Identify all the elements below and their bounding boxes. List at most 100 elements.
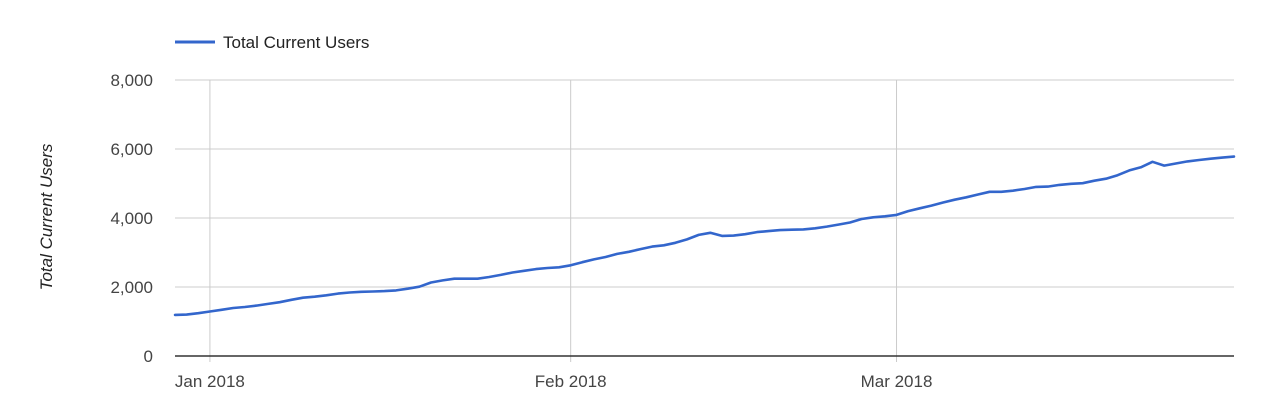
data-point[interactable] — [1195, 156, 1203, 164]
data-point[interactable] — [194, 309, 202, 317]
data-point[interactable] — [1184, 157, 1192, 165]
data-point[interactable] — [183, 311, 191, 319]
data-point[interactable] — [427, 279, 435, 287]
data-point[interactable] — [474, 275, 482, 283]
data-point[interactable] — [334, 290, 342, 298]
y-axis-title: Total Current Users — [37, 143, 56, 290]
data-point[interactable] — [1160, 162, 1168, 170]
data-point[interactable] — [1125, 166, 1133, 174]
data-point[interactable] — [951, 196, 959, 204]
data-point[interactable] — [974, 191, 982, 199]
data-point[interactable] — [415, 283, 423, 291]
series-line-total-current-users[interactable] — [175, 157, 1234, 315]
data-point[interactable] — [753, 228, 761, 236]
data-point[interactable] — [276, 298, 284, 306]
data-point[interactable] — [613, 250, 621, 258]
data-point[interactable] — [264, 300, 272, 308]
data-point[interactable] — [939, 199, 947, 207]
data-point[interactable] — [497, 271, 505, 279]
data-point[interactable] — [299, 294, 307, 302]
data-point[interactable] — [346, 289, 354, 297]
data-point[interactable] — [229, 304, 237, 312]
data-point[interactable] — [834, 221, 842, 229]
x-axis-tick-labels: Jan 2018 Feb 2018 Mar 2018 — [175, 372, 932, 391]
data-point[interactable] — [1079, 179, 1087, 187]
data-point[interactable] — [962, 193, 970, 201]
data-point[interactable] — [381, 287, 389, 295]
data-point[interactable] — [392, 286, 400, 294]
data-point[interactable] — [567, 261, 575, 269]
data-point[interactable] — [718, 232, 726, 240]
data-point[interactable] — [520, 267, 528, 275]
data-point[interactable] — [1149, 158, 1157, 166]
data-point[interactable] — [218, 306, 226, 314]
data-point[interactable] — [1102, 175, 1110, 183]
data-point[interactable] — [776, 226, 784, 234]
data-point[interactable] — [1032, 183, 1040, 191]
data-point[interactable] — [439, 276, 447, 284]
data-point[interactable] — [578, 258, 586, 266]
data-point[interactable] — [904, 207, 912, 215]
data-point[interactable] — [730, 232, 738, 240]
data-point[interactable] — [660, 241, 668, 249]
data-point[interactable] — [543, 264, 551, 272]
data-point[interactable] — [741, 230, 749, 238]
data-point[interactable] — [881, 212, 889, 220]
data-point[interactable] — [823, 223, 831, 231]
data-point[interactable] — [986, 188, 994, 196]
data-point[interactable] — [1090, 177, 1098, 185]
data-point[interactable] — [462, 275, 470, 283]
y-tick-label: 0 — [144, 347, 153, 366]
x-tick-label: Jan 2018 — [175, 372, 245, 391]
data-point[interactable] — [916, 204, 924, 212]
data-point[interactable] — [532, 265, 540, 273]
data-point[interactable] — [241, 303, 249, 311]
data-point[interactable] — [997, 188, 1005, 196]
data-point[interactable] — [450, 275, 458, 283]
data-point[interactable] — [1067, 180, 1075, 188]
data-point[interactable] — [322, 291, 330, 299]
data-point[interactable] — [357, 288, 365, 296]
data-point[interactable] — [811, 224, 819, 232]
data-point[interactable] — [509, 269, 517, 277]
data-point[interactable] — [1207, 155, 1215, 163]
data-point[interactable] — [648, 243, 656, 251]
data-point[interactable] — [1055, 181, 1063, 189]
data-point[interactable] — [858, 215, 866, 223]
data-point[interactable] — [683, 235, 691, 243]
data-point[interactable] — [1114, 171, 1122, 179]
data-point[interactable] — [625, 248, 633, 256]
data-point[interactable] — [1218, 154, 1226, 162]
data-point[interactable] — [869, 213, 877, 221]
data-point[interactable] — [706, 229, 714, 237]
data-point[interactable] — [846, 219, 854, 227]
data-point[interactable] — [788, 226, 796, 234]
data-point[interactable] — [927, 202, 935, 210]
data-point[interactable] — [637, 245, 645, 253]
data-point[interactable] — [1172, 160, 1180, 168]
data-point[interactable] — [555, 263, 563, 271]
data-point[interactable] — [206, 308, 214, 316]
data-point[interactable] — [171, 311, 179, 319]
data-point[interactable] — [253, 302, 261, 310]
data-point[interactable] — [765, 227, 773, 235]
data-point[interactable] — [799, 225, 807, 233]
data-point[interactable] — [1044, 183, 1052, 191]
data-point[interactable] — [893, 211, 901, 219]
y-tick-label: 8,000 — [110, 71, 153, 90]
chart-legend[interactable]: Total Current Users — [175, 33, 369, 52]
y-tick-label: 2,000 — [110, 278, 153, 297]
data-point[interactable] — [485, 273, 493, 281]
data-point[interactable] — [311, 293, 319, 301]
data-point[interactable] — [404, 285, 412, 293]
data-point[interactable] — [287, 296, 295, 304]
data-point[interactable] — [1230, 153, 1238, 161]
data-point[interactable] — [1137, 163, 1145, 171]
data-point[interactable] — [590, 255, 598, 263]
data-point[interactable] — [602, 253, 610, 261]
data-point[interactable] — [369, 288, 377, 296]
data-point[interactable] — [695, 231, 703, 239]
data-point[interactable] — [1009, 187, 1017, 195]
data-point[interactable] — [671, 239, 679, 247]
data-point[interactable] — [1021, 185, 1029, 193]
